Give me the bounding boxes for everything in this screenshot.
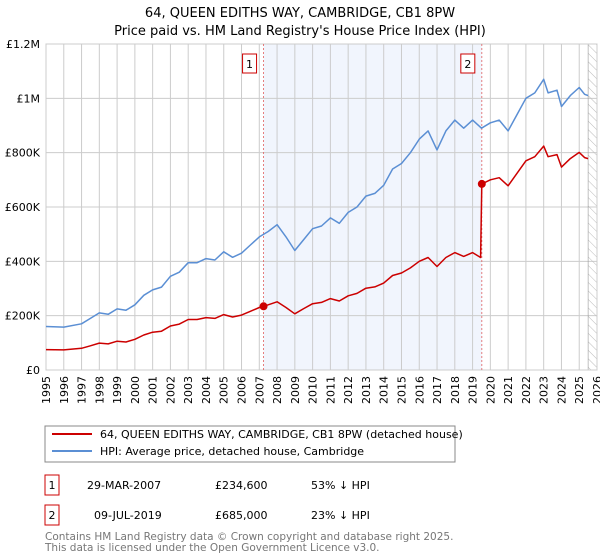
sale-row-1: 1 29-MAR-2007 £234,600 53% ↓ HPI	[44, 474, 370, 496]
sale-point-marker	[477, 179, 486, 188]
y-tick-label: £400K	[5, 255, 41, 268]
legend-box	[44, 425, 456, 463]
x-tick-label: 2026	[591, 376, 600, 404]
sale-label-number: 2	[464, 58, 471, 71]
sale-date: 09-JUL-2019	[94, 509, 162, 522]
sale-row-2: 2 09-JUL-2019 £685,000 23% ↓ HPI	[44, 504, 370, 526]
y-tick-label: £800K	[5, 147, 41, 160]
sale-price: £685,000	[215, 509, 268, 522]
x-tick-label: 2022	[520, 376, 533, 404]
chart-subtitle: Price paid vs. HM Land Registry's House …	[114, 24, 486, 39]
x-tick-label: 2017	[431, 376, 444, 404]
x-tick-label: 1998	[93, 376, 106, 404]
hpi-line	[45, 78, 589, 328]
x-tick-label: 2003	[182, 376, 195, 404]
x-tick-label: 2021	[502, 376, 515, 404]
x-tick-label: 2001	[147, 376, 160, 404]
x-tick-label: 1997	[76, 376, 89, 404]
chart-title: 64, QUEEN EDITHS WAY, CAMBRIDGE, CB1 8PW	[145, 6, 455, 21]
sale-hpi-diff: 23% ↓ HPI	[311, 509, 370, 522]
y-tick-label: £200K	[5, 310, 41, 323]
sale-label-box	[242, 53, 258, 74]
x-tick-label: 2024	[555, 376, 568, 404]
x-tick-label: 1999	[111, 376, 124, 404]
x-tick-label: 2023	[538, 376, 551, 404]
sale-hpi-diff: 53% ↓ HPI	[311, 479, 370, 492]
property-price-line	[45, 145, 589, 351]
sale-label-box	[460, 53, 476, 74]
plot-frame	[45, 43, 598, 371]
x-tick-label: 2008	[271, 376, 284, 404]
sale-marker-badge	[44, 504, 60, 526]
sale-label-number: 1	[246, 58, 253, 71]
x-tick-label: 2018	[449, 376, 462, 404]
legend-label-hpi: HPI: Average price, detached house, Camb…	[100, 445, 364, 458]
x-tick-label: 2005	[218, 376, 231, 404]
x-tick-label: 2002	[164, 376, 177, 404]
x-tick-label: 2013	[360, 376, 373, 404]
x-tick-label: 2006	[236, 376, 249, 404]
y-tick-label: £1.2M	[6, 38, 40, 51]
x-tick-label: 2019	[467, 376, 480, 404]
sale-price: £234,600	[215, 479, 268, 492]
x-tick-label: 1995	[40, 376, 53, 404]
legend-label-property: 64, QUEEN EDITHS WAY, CAMBRIDGE, CB1 8PW…	[100, 428, 463, 441]
x-tick-label: 2025	[573, 376, 586, 404]
forecast-hatch	[587, 43, 598, 371]
x-tick-label: 1996	[58, 376, 71, 404]
x-tick-label: 2012	[342, 376, 355, 404]
y-tick-label: £1M	[17, 92, 41, 105]
sale-date: 29-MAR-2007	[87, 479, 161, 492]
sale-number: 1	[49, 479, 56, 492]
y-tick-label: £0	[26, 364, 40, 377]
x-tick-label: 2010	[307, 376, 320, 404]
y-tick-label: £600K	[5, 201, 41, 214]
footer-licence: This data is licensed under the Open Gov…	[44, 542, 380, 554]
sale-point-marker	[259, 302, 268, 311]
x-tick-label: 2015	[395, 376, 408, 404]
x-tick-label: 2009	[289, 376, 302, 404]
footer-copyright: Contains HM Land Registry data © Crown c…	[45, 531, 453, 543]
x-tick-label: 2011	[324, 376, 337, 404]
x-tick-label: 2020	[484, 376, 497, 404]
x-tick-label: 2000	[129, 376, 142, 404]
x-tick-label: 2016	[413, 376, 426, 404]
x-tick-label: 2014	[378, 376, 391, 404]
x-tick-label: 2007	[253, 376, 266, 404]
sale-marker-badge	[44, 474, 60, 496]
x-tick-label: 2004	[200, 376, 213, 404]
sale-number: 2	[49, 509, 56, 522]
